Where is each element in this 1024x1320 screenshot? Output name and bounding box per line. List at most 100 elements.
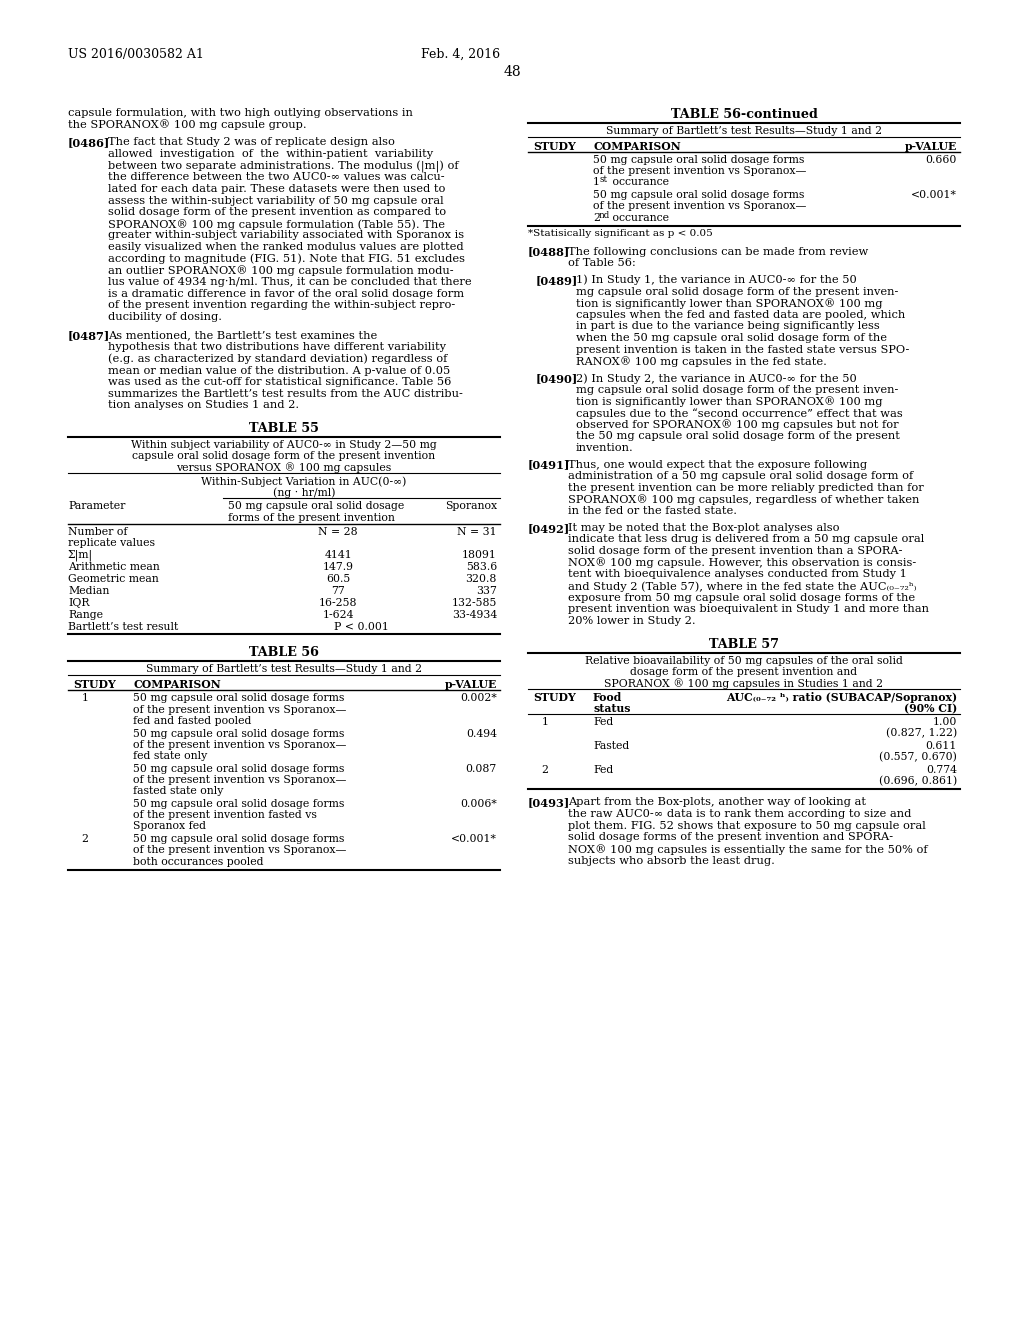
Text: of the present invention vs Sporanox—: of the present invention vs Sporanox—	[133, 739, 346, 750]
Text: 0.087: 0.087	[466, 764, 497, 774]
Text: occurance: occurance	[609, 177, 669, 187]
Text: summarizes the Bartlett’s test results from the AUC distribu-: summarizes the Bartlett’s test results f…	[108, 389, 463, 399]
Text: The fact that Study 2 was of replicate design also: The fact that Study 2 was of replicate d…	[108, 137, 395, 148]
Text: 583.6: 583.6	[466, 562, 497, 572]
Text: of the present invention vs Sporanox—: of the present invention vs Sporanox—	[133, 845, 346, 855]
Text: p-VALUE: p-VALUE	[444, 680, 497, 690]
Text: TABLE 56-continued: TABLE 56-continued	[671, 108, 817, 121]
Text: SPORANOX® 100 mg capsule formulation (Table 55). The: SPORANOX® 100 mg capsule formulation (Ta…	[108, 219, 445, 230]
Text: subjects who absorb the least drug.: subjects who absorb the least drug.	[568, 855, 775, 866]
Text: occurance: occurance	[609, 213, 669, 223]
Text: (0.827, 1.22): (0.827, 1.22)	[886, 729, 957, 738]
Text: capsules due to the “second occurrence” effect that was: capsules due to the “second occurrence” …	[575, 408, 903, 418]
Text: when the 50 mg capsule oral solid dosage form of the: when the 50 mg capsule oral solid dosage…	[575, 333, 887, 343]
Text: 1-624: 1-624	[323, 610, 354, 620]
Text: 16-258: 16-258	[319, 598, 357, 609]
Text: [0491]: [0491]	[528, 459, 570, 470]
Text: SPORANOX® 100 mg capsules, regardless of whether taken: SPORANOX® 100 mg capsules, regardless of…	[568, 495, 920, 506]
Text: 20% lower in Study 2.: 20% lower in Study 2.	[568, 616, 695, 626]
Text: solid dosage forms of the present invention and SPORA-: solid dosage forms of the present invent…	[568, 833, 893, 842]
Text: tion analyses on Studies 1 and 2.: tion analyses on Studies 1 and 2.	[108, 400, 299, 411]
Text: 337: 337	[476, 586, 497, 597]
Text: 50 mg capsule oral solid dosage: 50 mg capsule oral solid dosage	[228, 502, 404, 511]
Text: [0490]: [0490]	[536, 374, 579, 384]
Text: TABLE 55: TABLE 55	[249, 422, 318, 436]
Text: (ng · hr/ml): (ng · hr/ml)	[272, 487, 335, 498]
Text: of the present invention vs Sporanox—: of the present invention vs Sporanox—	[593, 202, 806, 211]
Text: fed and fasted pooled: fed and fasted pooled	[133, 715, 251, 726]
Text: mean or median value of the distribution. A p-value of 0.05: mean or median value of the distribution…	[108, 366, 451, 375]
Text: Parameter: Parameter	[68, 502, 125, 511]
Text: P < 0.001: P < 0.001	[334, 622, 389, 632]
Text: Summary of Bartlett’s test Results—Study 1 and 2: Summary of Bartlett’s test Results—Study…	[606, 125, 882, 136]
Text: 33-4934: 33-4934	[452, 610, 497, 620]
Text: of the present invention vs Sporanox—: of the present invention vs Sporanox—	[133, 775, 346, 785]
Text: Within subject variability of AUC0-∞ in Study 2—50 mg: Within subject variability of AUC0-∞ in …	[131, 440, 437, 450]
Text: NOX® 100 mg capsule. However, this observation is consis-: NOX® 100 mg capsule. However, this obser…	[568, 558, 916, 569]
Text: AUC₍₀₋₇₂ ʰ₎ ratio (SUBACAP/Sopranox): AUC₍₀₋₇₂ ʰ₎ ratio (SUBACAP/Sopranox)	[726, 692, 957, 702]
Text: solid dosage form of the present invention than a SPORA-: solid dosage form of the present inventi…	[568, 546, 902, 556]
Text: 2) In Study 2, the variance in AUC0-∞ for the 50: 2) In Study 2, the variance in AUC0-∞ fo…	[575, 374, 857, 384]
Text: Summary of Bartlett’s test Results—Study 1 and 2: Summary of Bartlett’s test Results—Study…	[146, 664, 422, 675]
Text: forms of the present invention: forms of the present invention	[228, 512, 395, 523]
Text: and Study 2 (Table 57), where in the fed state the AUC₍₀₋₇₂ʰ₎: and Study 2 (Table 57), where in the fed…	[568, 581, 916, 591]
Text: mg capsule oral solid dosage form of the present inven-: mg capsule oral solid dosage form of the…	[575, 286, 898, 297]
Text: Feb. 4, 2016: Feb. 4, 2016	[421, 48, 500, 61]
Text: present invention is taken in the fasted state versus SPO-: present invention is taken in the fasted…	[575, 345, 909, 355]
Text: RANOX® 100 mg capsules in the fed state.: RANOX® 100 mg capsules in the fed state.	[575, 356, 826, 367]
Text: (90% CI): (90% CI)	[904, 702, 957, 714]
Text: STUDY: STUDY	[73, 680, 116, 690]
Text: 50 mg capsule oral solid dosage forms: 50 mg capsule oral solid dosage forms	[133, 834, 344, 845]
Text: 50 mg capsule oral solid dosage forms: 50 mg capsule oral solid dosage forms	[593, 156, 805, 165]
Text: indicate that less drug is delivered from a 50 mg capsule oral: indicate that less drug is delivered fro…	[568, 535, 925, 544]
Text: N = 31: N = 31	[458, 527, 497, 537]
Text: the SPORANOX® 100 mg capsule group.: the SPORANOX® 100 mg capsule group.	[68, 120, 306, 131]
Text: STUDY: STUDY	[534, 692, 575, 702]
Text: COMPARISON: COMPARISON	[593, 141, 681, 152]
Text: 48: 48	[503, 65, 521, 79]
Text: TABLE 57: TABLE 57	[709, 638, 779, 651]
Text: US 2016/0030582 A1: US 2016/0030582 A1	[68, 48, 204, 61]
Text: 50 mg capsule oral solid dosage forms: 50 mg capsule oral solid dosage forms	[593, 190, 805, 201]
Text: Number of: Number of	[68, 527, 128, 537]
Text: 2: 2	[542, 766, 549, 775]
Text: N = 28: N = 28	[318, 527, 358, 537]
Text: 1: 1	[82, 693, 88, 704]
Text: 60.5: 60.5	[326, 574, 350, 583]
Text: [0489]: [0489]	[536, 275, 579, 286]
Text: status: status	[593, 702, 631, 714]
Text: Sporanox fed: Sporanox fed	[133, 821, 206, 832]
Text: Fed: Fed	[593, 717, 613, 727]
Text: p-VALUE: p-VALUE	[905, 141, 957, 152]
Text: 1.00: 1.00	[933, 717, 957, 727]
Text: 50 mg capsule oral solid dosage forms: 50 mg capsule oral solid dosage forms	[133, 799, 344, 809]
Text: allowed  investigation  of  the  within-patient  variability: allowed investigation of the within-pati…	[108, 149, 433, 158]
Text: 2: 2	[593, 213, 600, 223]
Text: TABLE 56: TABLE 56	[249, 647, 318, 659]
Text: capsule oral solid dosage form of the present invention: capsule oral solid dosage form of the pr…	[132, 451, 435, 461]
Text: fed state only: fed state only	[133, 751, 207, 760]
Text: (e.g. as characterized by standard deviation) regardless of: (e.g. as characterized by standard devia…	[108, 354, 447, 364]
Text: [0486]: [0486]	[68, 137, 111, 148]
Text: assess the within-subject variability of 50 mg capsule oral: assess the within-subject variability of…	[108, 195, 443, 206]
Text: of the present invention regarding the within-subject repro-: of the present invention regarding the w…	[108, 301, 456, 310]
Text: administration of a 50 mg capsule oral solid dosage form of: administration of a 50 mg capsule oral s…	[568, 471, 913, 482]
Text: of Table 56:: of Table 56:	[568, 259, 636, 268]
Text: COMPARISON: COMPARISON	[133, 680, 221, 690]
Text: 50 mg capsule oral solid dosage forms: 50 mg capsule oral solid dosage forms	[133, 693, 344, 704]
Text: Fed: Fed	[593, 766, 613, 775]
Text: [0487]: [0487]	[68, 330, 111, 342]
Text: in the fed or the fasted state.: in the fed or the fasted state.	[568, 506, 737, 516]
Text: 1: 1	[542, 717, 549, 727]
Text: observed for SPORANOX® 100 mg capsules but not for: observed for SPORANOX® 100 mg capsules b…	[575, 420, 899, 430]
Text: the present invention can be more reliably predicted than for: the present invention can be more reliab…	[568, 483, 924, 492]
Text: 0.611: 0.611	[926, 741, 957, 751]
Text: invention.: invention.	[575, 444, 634, 453]
Text: lated for each data pair. These datasets were then used to: lated for each data pair. These datasets…	[108, 183, 445, 194]
Text: greater within-subject variability associated with Sporanox is: greater within-subject variability assoc…	[108, 231, 464, 240]
Text: (0.557, 0.670): (0.557, 0.670)	[880, 752, 957, 763]
Text: between two separate administrations. The modulus (|m|) of: between two separate administrations. Th…	[108, 161, 459, 173]
Text: [0493]: [0493]	[528, 797, 570, 808]
Text: the 50 mg capsule oral solid dosage form of the present: the 50 mg capsule oral solid dosage form…	[575, 432, 900, 441]
Text: [0488]: [0488]	[528, 247, 570, 257]
